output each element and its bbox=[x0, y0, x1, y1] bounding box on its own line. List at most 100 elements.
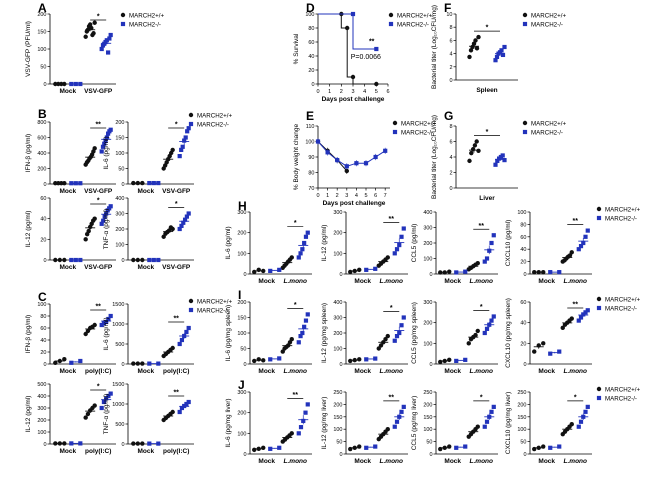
x-category-label: Mock bbox=[60, 88, 77, 95]
y-tick-label: 200 bbox=[423, 241, 432, 247]
legend-label-wt: MARCH2+/+ bbox=[401, 121, 436, 128]
y-tick-label: 200 bbox=[423, 402, 432, 408]
y-tick-label: 400 bbox=[37, 151, 46, 157]
data-point bbox=[289, 255, 294, 260]
chart-panel-B-3: 0 20 40 60 IL-12 (pg/ml) Mock VSV-GFP * bbox=[25, 196, 116, 271]
data-point bbox=[474, 46, 480, 51]
data-point bbox=[186, 211, 191, 216]
y-tick-label: 110 bbox=[306, 124, 315, 130]
series-line bbox=[318, 13, 377, 85]
y-tick-label: 40 bbox=[40, 338, 46, 344]
x-tick-label: 2 bbox=[340, 89, 343, 95]
y-tick-label: 60 bbox=[40, 326, 46, 332]
panel-label-J: J bbox=[238, 378, 245, 392]
data-point bbox=[374, 81, 379, 87]
legend: MARCH2+/+ MARCH2-/- bbox=[522, 13, 566, 29]
legend-marker-ko bbox=[596, 395, 602, 401]
x-category-label: Mock bbox=[444, 458, 461, 465]
data-point bbox=[557, 444, 562, 449]
data-point bbox=[495, 158, 500, 163]
chart-panel-B-1: 0 200 400 600 800 IFN-β (pg/ml) Mock VSV-GFP ** bbox=[25, 120, 116, 195]
y-tick-label: 20 bbox=[40, 237, 46, 243]
legend: MARCH2+/+ MARCH2-/- bbox=[596, 296, 640, 313]
y-tick-label: 200 bbox=[333, 231, 342, 237]
series-line bbox=[318, 13, 377, 50]
legend-label-ko: MARCH2-/- bbox=[197, 308, 229, 315]
y-axis-label: IL-6 (pg/mg liver) bbox=[225, 398, 232, 447]
data-point bbox=[484, 326, 490, 331]
data-point bbox=[401, 404, 406, 409]
y-axis-label: IL-12 (pg/ml) bbox=[25, 211, 32, 248]
x-tick-label: 0 bbox=[316, 89, 319, 95]
data-point bbox=[92, 20, 97, 25]
significance-marker: * bbox=[294, 302, 297, 309]
y-tick-label: 4 bbox=[449, 155, 452, 161]
x-category-label: Mock bbox=[444, 368, 461, 375]
significance-marker: ** bbox=[573, 218, 579, 225]
legend-marker-wt bbox=[596, 296, 602, 302]
data-point bbox=[344, 164, 349, 169]
x-category-label: L.mono bbox=[284, 458, 307, 465]
chart-panel-F-11: 0 2 4 6 8 10 Bacterial titer (Log₁₀CFU/mg) Sple… bbox=[431, 5, 518, 94]
data-point bbox=[469, 150, 474, 156]
x-category-label: Mock bbox=[354, 368, 371, 375]
significance-marker: ** bbox=[95, 122, 101, 129]
y-tick-label: 100 bbox=[305, 140, 314, 146]
x-category-label: Mock bbox=[258, 368, 275, 375]
y-tick-label: 0 bbox=[43, 442, 46, 448]
data-point bbox=[303, 318, 309, 323]
data-point bbox=[468, 48, 474, 53]
legend-label-ko: MARCH2-/- bbox=[401, 130, 433, 137]
data-point bbox=[170, 226, 175, 232]
data-point bbox=[101, 218, 106, 223]
y-axis-label: IL-12 (pg/mg liver) bbox=[321, 397, 328, 450]
y-tick-label: 200 bbox=[423, 321, 432, 327]
data-point bbox=[548, 351, 553, 356]
x-tick-label: 4 bbox=[363, 89, 366, 95]
legend-marker-wt bbox=[188, 112, 194, 118]
data-point bbox=[502, 44, 507, 50]
significance-marker: * bbox=[175, 201, 178, 208]
y-tick-label: 100 bbox=[423, 257, 432, 263]
data-point bbox=[302, 324, 307, 329]
data-point bbox=[179, 223, 184, 228]
y-tick-label: 50 bbox=[520, 440, 526, 446]
data-point bbox=[186, 126, 191, 131]
data-point bbox=[438, 359, 443, 365]
legend-label-wt: MARCH2+/+ bbox=[531, 121, 566, 128]
legend-marker-ko bbox=[188, 121, 194, 127]
y-axis-label: CXCL10 (pg/mg spleen) bbox=[505, 298, 512, 368]
y-axis-label: IL-12 (pg/ml) bbox=[321, 225, 328, 262]
data-point bbox=[104, 135, 109, 140]
legend-label-wt: MARCH2+/+ bbox=[531, 13, 566, 20]
data-point bbox=[385, 427, 390, 432]
x-axis-label: Days post challenge bbox=[323, 200, 386, 207]
data-point bbox=[489, 409, 494, 414]
y-tick-label: 60 bbox=[308, 40, 314, 46]
x-category-label: Mock bbox=[258, 458, 275, 465]
data-point bbox=[454, 358, 459, 363]
chart-panel-I-18: 0 100 200 300 400 IL-12 (pg/mg spleen) Mock L.m… bbox=[321, 300, 408, 375]
x-category-label: poly(I:C) bbox=[163, 368, 189, 375]
data-point bbox=[256, 357, 261, 362]
data-point bbox=[83, 237, 88, 242]
legend-label-wt: MARCH2+/+ bbox=[605, 297, 640, 304]
significance-marker: * bbox=[294, 220, 297, 227]
x-tick-label: 6 bbox=[374, 193, 377, 199]
data-point bbox=[476, 34, 481, 40]
legend-label-ko: MARCH2-/- bbox=[605, 216, 637, 223]
data-point bbox=[344, 25, 350, 31]
data-point bbox=[87, 22, 93, 27]
data-point bbox=[376, 346, 381, 351]
x-tick-label: 2 bbox=[336, 193, 339, 199]
data-point bbox=[585, 228, 590, 233]
data-point bbox=[182, 217, 188, 222]
data-point bbox=[108, 313, 113, 319]
legend-marker-wt bbox=[392, 120, 398, 126]
x-category-label: Mock bbox=[354, 458, 371, 465]
legend-marker-ko bbox=[596, 305, 602, 311]
significance-marker: ** bbox=[173, 316, 179, 323]
y-axis-label: IFN-β (pg/ml) bbox=[25, 315, 32, 353]
data-point bbox=[184, 214, 189, 219]
y-tick-label: 150 bbox=[333, 415, 342, 421]
